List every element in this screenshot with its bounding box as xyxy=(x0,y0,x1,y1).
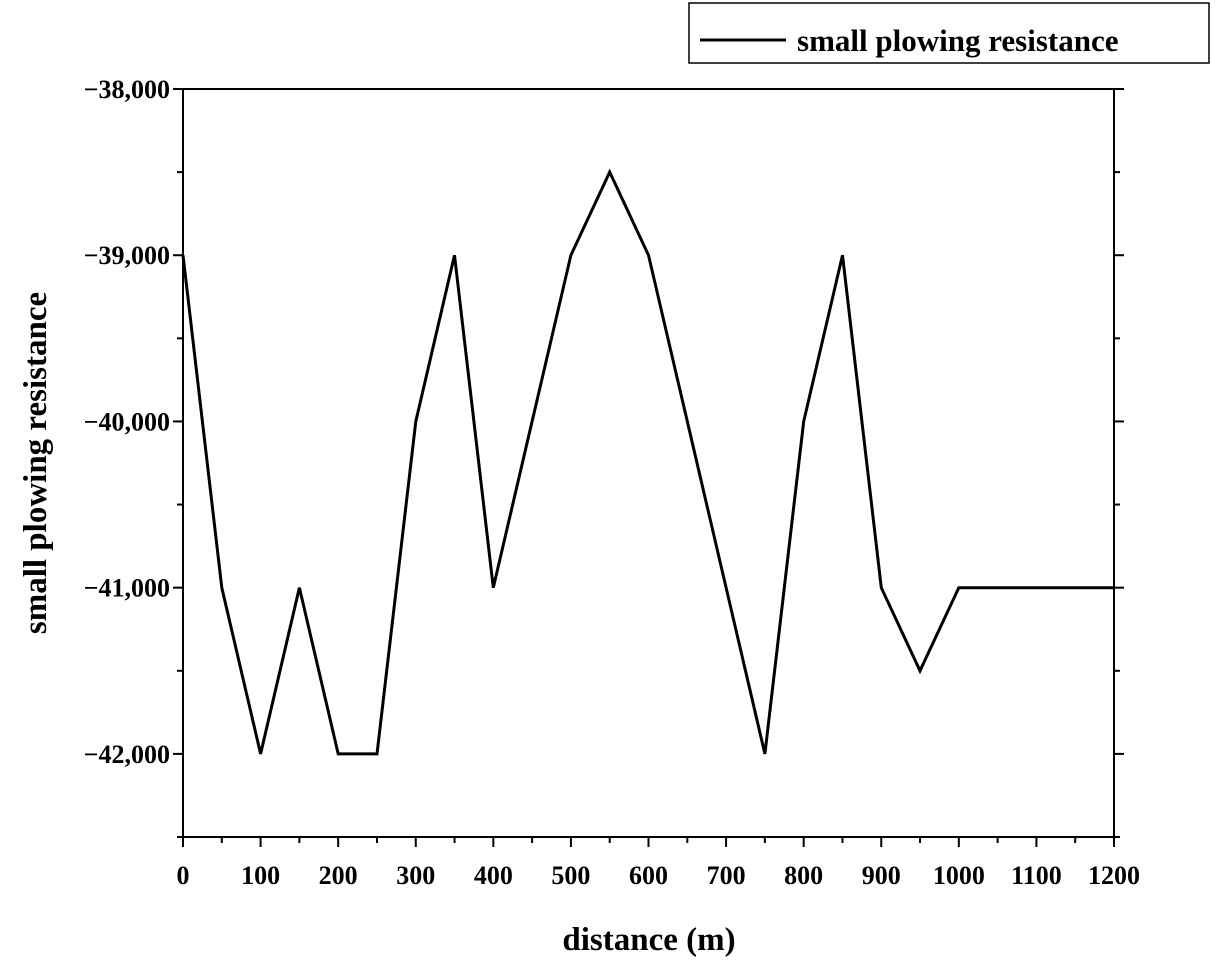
x-tick-label: 900 xyxy=(862,861,901,890)
y-axis-title: small plowing resistance xyxy=(18,292,54,634)
y-tick-label: −39,000 xyxy=(84,241,170,270)
x-axis-title: distance (m) xyxy=(562,922,735,958)
plot-area-frame xyxy=(182,88,1115,838)
series-line xyxy=(181,168,1114,756)
legend: small plowing resistance xyxy=(688,2,1210,64)
x-tick-label: 600 xyxy=(629,861,668,890)
x-tick-label: 200 xyxy=(319,861,358,890)
legend-label: small plowing resistance xyxy=(797,23,1119,58)
x-tick-label: 700 xyxy=(707,861,746,890)
x-tick-label: 1100 xyxy=(1011,861,1062,890)
legend-box xyxy=(688,2,1210,64)
x-tick-label: 1000 xyxy=(933,861,985,890)
x-tick-label: 1200 xyxy=(1088,861,1140,890)
x-tick-label: 100 xyxy=(241,861,280,890)
x-tick-label: 800 xyxy=(784,861,823,890)
x-tick-label: 500 xyxy=(551,861,590,890)
y-tick-label: −41,000 xyxy=(84,574,170,603)
x-tick-label: 400 xyxy=(474,861,513,890)
x-tick-label: 300 xyxy=(396,861,435,890)
x-tick-label: 0 xyxy=(177,861,190,890)
y-tick-label: −42,000 xyxy=(84,740,170,769)
y-tick-label: −38,000 xyxy=(84,75,170,104)
y-tick-label: −40,000 xyxy=(84,407,170,436)
